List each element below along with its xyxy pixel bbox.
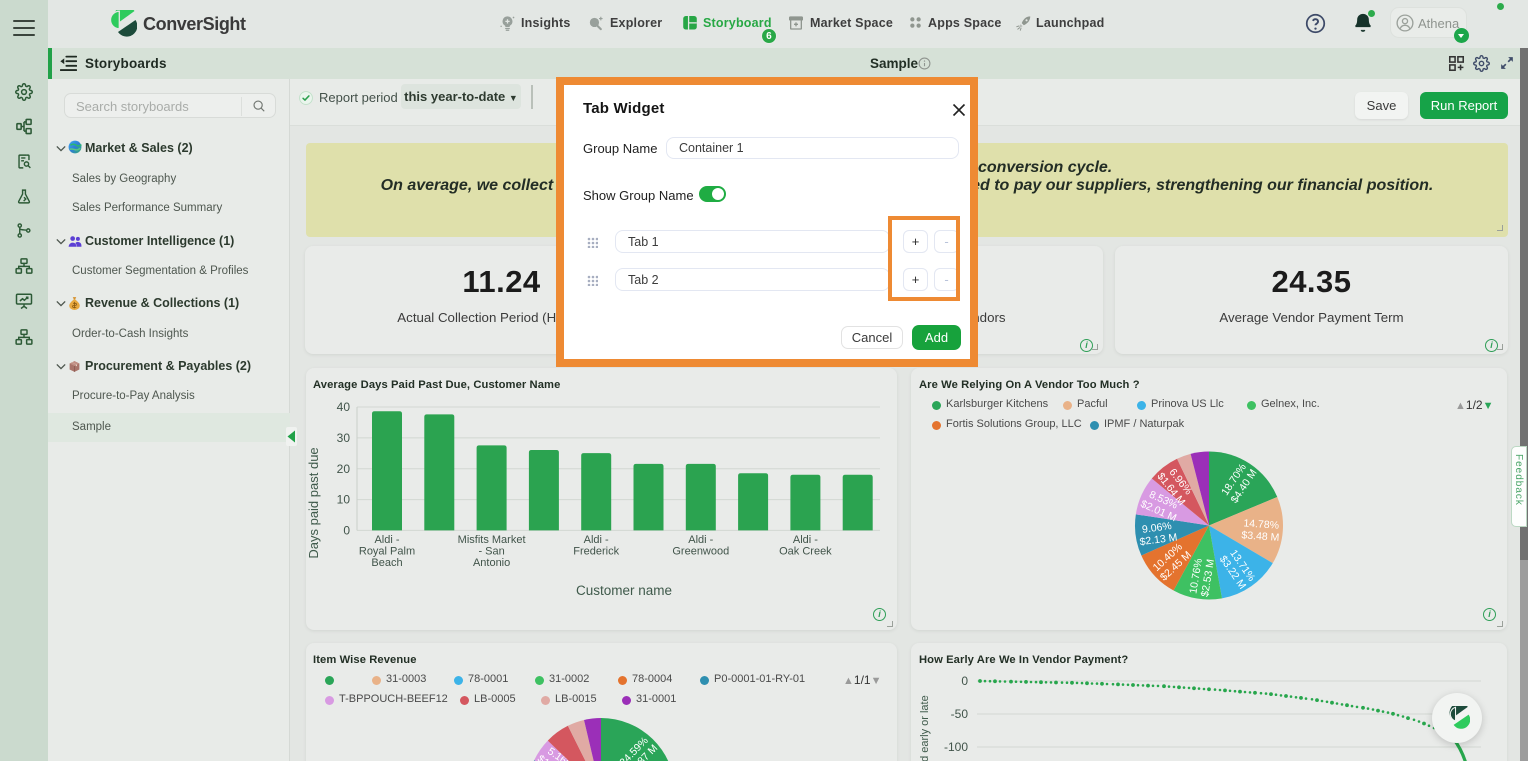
svg-text:Beach: Beach xyxy=(371,557,402,569)
svg-text:Royal Palm: Royal Palm xyxy=(359,546,415,558)
svg-text:Misfits Market: Misfits Market xyxy=(458,534,526,546)
svg-text:30: 30 xyxy=(337,431,351,445)
svg-text:-50: -50 xyxy=(951,707,969,721)
svg-text:Days paid early or late: Days paid early or late xyxy=(919,695,931,761)
svg-text:Greenwood: Greenwood xyxy=(672,546,729,558)
svg-text:40: 40 xyxy=(337,400,351,414)
svg-text:Frederick: Frederick xyxy=(573,546,619,558)
svg-text:-100: -100 xyxy=(944,740,968,754)
svg-text:- San: - San xyxy=(478,546,504,558)
svg-text:Antonio: Antonio xyxy=(473,557,510,569)
svg-text:10.76%$2.53 M: 10.76%$2.53 M xyxy=(1187,556,1217,597)
svg-text:Customer name: Customer name xyxy=(576,583,672,598)
svg-text:Oak Creek: Oak Creek xyxy=(779,546,832,558)
svg-text:0: 0 xyxy=(343,523,350,537)
svg-text:10: 10 xyxy=(337,493,351,507)
svg-text:Aldi -: Aldi - xyxy=(374,534,399,546)
svg-text:14.78%$3.48 M: 14.78%$3.48 M xyxy=(1241,517,1280,544)
svg-text:20: 20 xyxy=(337,462,351,476)
svg-text:Aldi -: Aldi - xyxy=(793,534,818,546)
svg-text:Days paid past due: Days paid past due xyxy=(306,447,321,558)
svg-text:9.06%$2.13 M: 9.06%$2.13 M xyxy=(1137,519,1178,548)
svg-text:Aldi -: Aldi - xyxy=(688,534,713,546)
svg-text:0: 0 xyxy=(961,674,968,688)
svg-text:Aldi -: Aldi - xyxy=(584,534,609,546)
